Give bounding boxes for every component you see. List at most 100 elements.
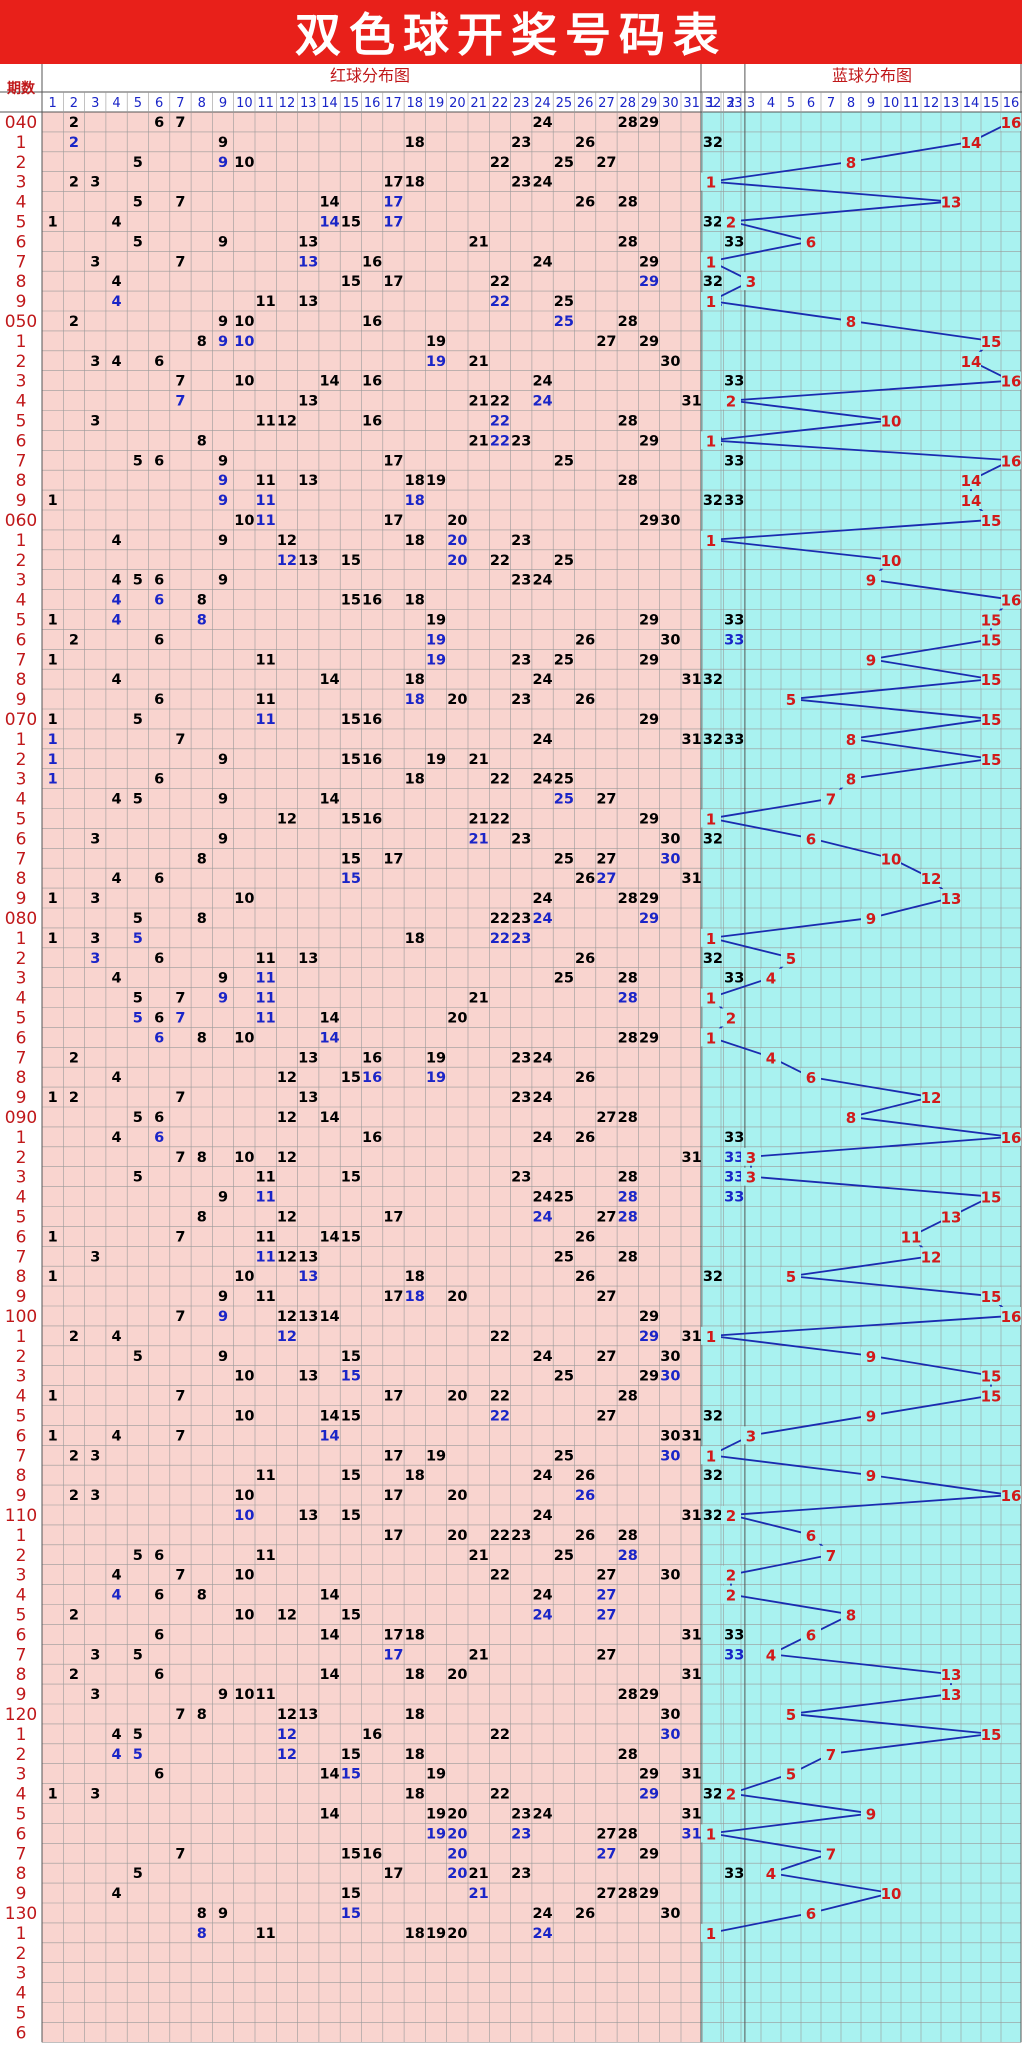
red-column-label: 9 <box>219 96 227 111</box>
red-ball-number: 7 <box>175 195 185 211</box>
red-ball-number: 19 <box>426 1826 446 1842</box>
red-ball-number: 26 <box>575 1488 595 1504</box>
period-label: 3 <box>16 173 27 193</box>
red-ball-number: 6 <box>154 453 164 469</box>
blue-column-label: 2 <box>727 96 735 111</box>
red-ball-number: 25 <box>554 453 574 469</box>
red-ball-number: 19 <box>426 1448 446 1464</box>
red-ball-number: 1 <box>48 1269 58 1285</box>
red-ball-number: 31 <box>682 871 702 887</box>
red-ball-number: 5 <box>133 453 143 469</box>
red-ball-number: 20 <box>447 1667 467 1683</box>
period-label: 7 <box>16 252 27 272</box>
blue-ball-number: 7 <box>826 791 836 809</box>
red-ball-number: 7 <box>175 1428 185 1444</box>
red-ball-number: 3 <box>90 1448 100 1464</box>
red-ball-number: 7 <box>175 1309 185 1325</box>
red-ball-number: 10 <box>234 891 254 907</box>
red-ball-number: 27 <box>596 1349 616 1365</box>
red-ball-number: 7 <box>175 1568 185 1584</box>
red-ball-number: 20 <box>447 513 467 529</box>
period-label: 7 <box>16 1844 27 1864</box>
red-ball-number: 15 <box>341 593 361 609</box>
red-ball-number: 4 <box>112 354 122 370</box>
red-ball-number: 24 <box>532 672 552 688</box>
blue-column-label: 12 <box>923 96 940 111</box>
red-column-label: 23 <box>513 96 530 111</box>
red-ball-number: 22 <box>490 1727 510 1743</box>
red-ball-number: 2 <box>69 1329 79 1345</box>
red-ball-number: 5 <box>133 712 143 728</box>
blue-ball-number: 13 <box>941 1208 962 1226</box>
red-ball-number: 1 <box>48 931 58 947</box>
red-ball-number: 22 <box>490 1568 510 1584</box>
red-ball-number: 20 <box>447 1488 467 1504</box>
blue-ball-number: 9 <box>866 1467 876 1485</box>
red-ball-number: 33 <box>724 1130 744 1146</box>
red-ball-number: 25 <box>554 971 574 987</box>
red-ball-number: 12 <box>277 533 297 549</box>
red-ball-number: 29 <box>639 1030 659 1046</box>
red-ball-number: 30 <box>660 632 680 648</box>
red-ball-number: 21 <box>469 991 489 1007</box>
red-column-label: 8 <box>198 96 206 111</box>
red-ball-number: 26 <box>575 1468 595 1484</box>
red-ball-number: 24 <box>532 254 552 270</box>
red-ball-number: 13 <box>298 234 318 250</box>
red-ball-number: 4 <box>112 971 122 987</box>
red-ball-number: 23 <box>511 931 531 947</box>
red-ball-number: 9 <box>218 314 228 330</box>
red-ball-number: 31 <box>682 1627 702 1643</box>
red-ball-number: 33 <box>724 971 744 987</box>
blue-ball-number: 16 <box>1001 1487 1022 1505</box>
period-label: 6 <box>16 1227 27 1247</box>
red-ball-number: 12 <box>277 1707 297 1723</box>
blue-ball-number: 8 <box>846 313 856 331</box>
red-ball-number: 6 <box>154 692 164 708</box>
period-label: 9 <box>16 1884 27 1904</box>
red-ball-number: 9 <box>218 533 228 549</box>
red-ball-number: 7 <box>175 1229 185 1245</box>
red-ball-number: 18 <box>405 931 425 947</box>
red-ball-number: 17 <box>383 1488 403 1504</box>
period-label: 6 <box>16 829 27 849</box>
red-ball-number: 18 <box>405 1747 425 1763</box>
red-ball-number: 9 <box>218 991 228 1007</box>
red-ball-number: 3 <box>90 254 100 270</box>
period-label: 5 <box>16 2004 27 2024</box>
red-ball-number: 25 <box>554 1448 574 1464</box>
red-column-label: 19 <box>428 96 445 111</box>
blue-ball-number: 5 <box>786 691 796 709</box>
red-ball-number: 5 <box>133 1727 143 1743</box>
red-ball-number: 11 <box>256 1468 276 1484</box>
red-ball-number: 1 <box>48 752 58 768</box>
red-ball-number: 14 <box>319 672 339 688</box>
red-ball-number: 24 <box>532 1588 552 1604</box>
red-ball-number: 32 <box>703 732 723 748</box>
red-ball-number: 32 <box>703 831 723 847</box>
red-ball-number: 24 <box>532 1508 552 1524</box>
red-ball-number: 19 <box>426 473 446 489</box>
red-ball-number: 9 <box>218 1906 228 1922</box>
red-ball-number: 5 <box>133 1110 143 1126</box>
red-ball-number: 26 <box>575 1130 595 1146</box>
blue-ball-number: 4 <box>766 1646 776 1664</box>
red-ball-number: 22 <box>490 911 510 927</box>
red-ball-number: 30 <box>660 513 680 529</box>
red-ball-number: 18 <box>405 1667 425 1683</box>
red-ball-number: 18 <box>405 672 425 688</box>
blue-ball-number: 12 <box>921 1248 942 1266</box>
red-ball-number: 18 <box>405 1926 425 1942</box>
red-ball-number: 23 <box>511 1170 531 1186</box>
red-column-label: 33 <box>726 96 743 111</box>
period-label: 090 <box>5 1108 37 1128</box>
chart-title: 双色球开奖号码表 <box>0 0 1022 64</box>
red-ball-number: 33 <box>724 732 744 748</box>
period-label: 4 <box>16 1188 27 1208</box>
red-ball-number: 30 <box>660 354 680 370</box>
red-ball-number: 31 <box>682 1807 702 1823</box>
red-ball-number: 29 <box>639 1886 659 1902</box>
red-ball-number: 11 <box>256 294 276 310</box>
red-ball-number: 26 <box>575 135 595 151</box>
period-label: 6 <box>16 1625 27 1645</box>
